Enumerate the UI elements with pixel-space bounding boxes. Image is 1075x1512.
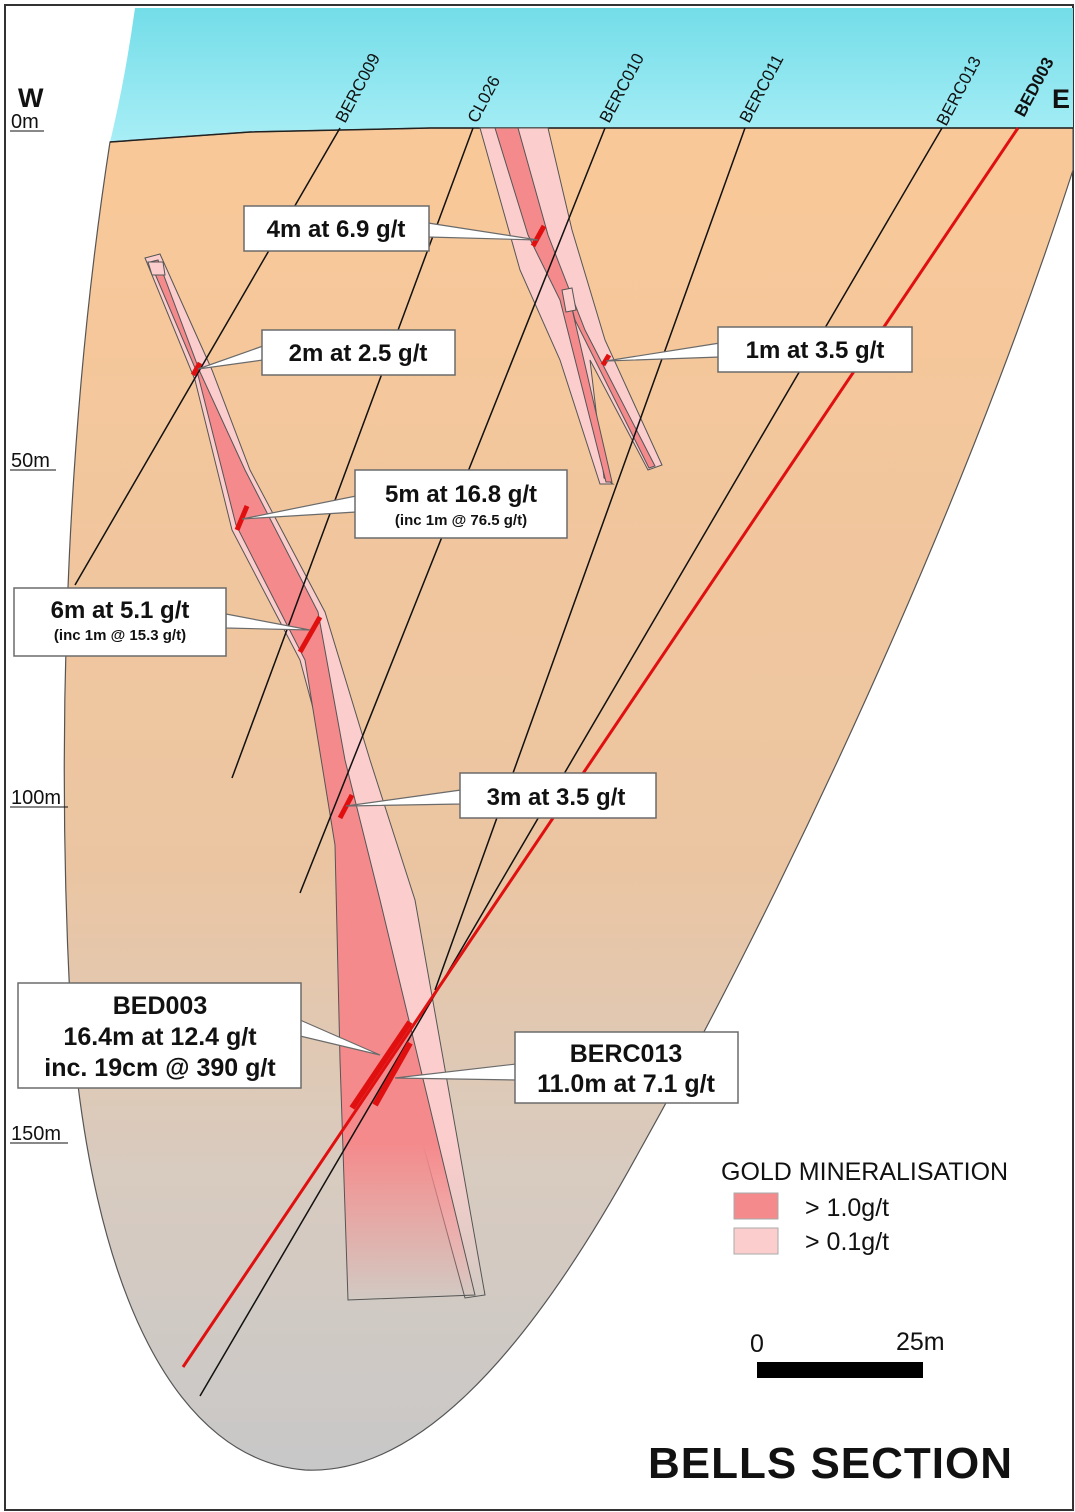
intercept-mark-berc013 xyxy=(372,1041,413,1107)
intercept-mark-5m xyxy=(234,505,250,531)
intercept-mark-3m xyxy=(337,793,355,820)
svg-text:4m at 6.9 g/t: 4m at 6.9 g/t xyxy=(267,216,406,243)
intercept-label-6m: 6m at 5.1 g/t (inc 1m @ 15.3 g/t) xyxy=(13,587,227,657)
intercept-label-bed003: BED003 16.4m at 12.4 g/t inc. 19cm @ 390… xyxy=(17,982,302,1089)
depth-axis: 0m 50m 100m 150m xyxy=(10,111,68,1145)
intercept-mark-6m xyxy=(297,615,323,654)
intercept-label-2m: 2m at 2.5 g/t xyxy=(261,329,456,376)
svg-text:(inc 1m @ 15.3 g/t): (inc 1m @ 15.3 g/t) xyxy=(54,627,186,644)
svg-text:BERC013: BERC013 xyxy=(570,1040,683,1068)
drillhole-berc009-trace xyxy=(74,127,341,586)
legend-title: GOLD MINERALISATION xyxy=(721,1158,1008,1186)
lode-top-cap xyxy=(147,261,166,276)
scale-label-end: 25m xyxy=(896,1328,945,1356)
svg-text:11.0m at 7.1 g/t: 11.0m at 7.1 g/t xyxy=(537,1070,716,1098)
sky-area xyxy=(110,8,1073,142)
intercept-label-3m: 3m at 3.5 g/t xyxy=(459,772,657,819)
scale-label-start: 0 xyxy=(750,1330,764,1358)
intercept-mark-bed003 xyxy=(349,1020,413,1110)
svg-text:3m at 3.5 g/t: 3m at 3.5 g/t xyxy=(487,784,626,811)
legend-label-low: > 0.1g/t xyxy=(805,1228,889,1256)
svg-text:inc. 19cm @ 390 g/t: inc. 19cm @ 390 g/t xyxy=(44,1054,276,1082)
legend: GOLD MINERALISATION > 1.0g/t > 0.1g/t xyxy=(721,1158,1008,1256)
upper-lode-split xyxy=(561,287,577,313)
svg-text:1m at 3.5 g/t: 1m at 3.5 g/t xyxy=(746,337,885,364)
svg-text:5m at 16.8 g/t: 5m at 16.8 g/t xyxy=(385,481,537,508)
intercept-label-berc013: BERC013 11.0m at 7.1 g/t xyxy=(514,1031,739,1104)
compass-east: E xyxy=(1052,84,1070,114)
depth-label-50m: 50m xyxy=(11,450,50,472)
svg-text:16.4m at 12.4 g/t: 16.4m at 12.4 g/t xyxy=(63,1023,257,1051)
scale-bar: 0 25m xyxy=(750,1328,945,1378)
depth-label-100m: 100m xyxy=(11,787,61,809)
svg-text:2m at 2.5 g/t: 2m at 2.5 g/t xyxy=(289,340,428,367)
legend-swatch-high xyxy=(733,1192,779,1220)
intercept-mark-2m xyxy=(190,361,203,377)
compass-west: W xyxy=(18,83,44,113)
intercept-label-4m: 4m at 6.9 g/t xyxy=(243,205,430,252)
intercept-label-5m: 5m at 16.8 g/t (inc 1m @ 76.5 g/t) xyxy=(354,469,568,539)
depth-label-150m: 150m xyxy=(11,1123,61,1145)
intercept-mark-4m xyxy=(530,224,547,248)
section-title: BELLS SECTION xyxy=(648,1439,1013,1488)
legend-swatch-low xyxy=(733,1227,779,1255)
lode-high-grade xyxy=(149,259,476,1301)
depth-label-0m: 0m xyxy=(11,111,39,133)
svg-text:BED003: BED003 xyxy=(113,992,208,1020)
svg-text:(inc 1m @ 76.5 g/t): (inc 1m @ 76.5 g/t) xyxy=(395,512,527,529)
intercept-label-1m: 1m at 3.5 g/t xyxy=(717,326,913,373)
legend-label-high: > 1.0g/t xyxy=(805,1194,889,1222)
surface-line xyxy=(109,127,1073,143)
intercept-mark-1m xyxy=(600,353,612,367)
drillhole-berc011-trace xyxy=(434,127,746,991)
svg-text:6m at 5.1 g/t: 6m at 5.1 g/t xyxy=(51,597,190,624)
